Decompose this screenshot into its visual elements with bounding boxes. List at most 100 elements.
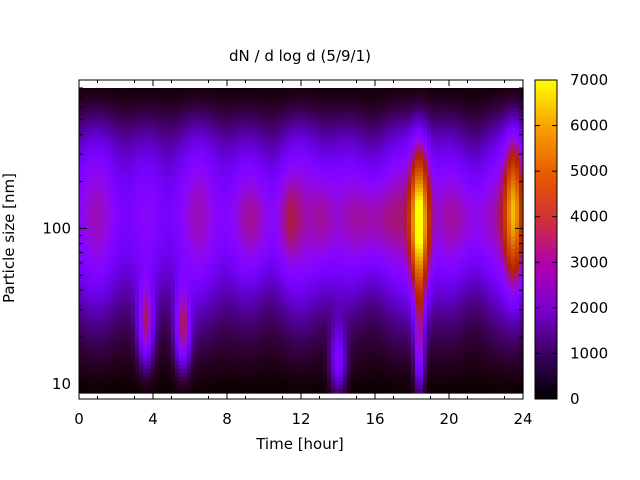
heatmap-cell <box>251 292 256 298</box>
heatmap-cell <box>87 152 92 157</box>
heatmap-cell <box>207 144 212 149</box>
heatmap-cell <box>243 340 248 346</box>
heatmap-cell <box>79 160 84 165</box>
heatmap-cell <box>199 260 204 266</box>
heatmap-cell <box>151 232 156 238</box>
heatmap-cell <box>199 300 204 306</box>
heatmap-cell <box>291 300 296 306</box>
heatmap-cell <box>123 240 128 246</box>
heatmap-cell <box>323 88 328 93</box>
heatmap-cell <box>83 200 88 205</box>
heatmap-cell <box>279 160 284 165</box>
heatmap-cell <box>291 100 296 105</box>
heatmap-cell <box>235 348 240 354</box>
heatmap-cell <box>95 136 100 141</box>
heatmap-cell <box>99 128 104 133</box>
heatmap-cell <box>155 168 160 173</box>
heatmap-cell <box>115 228 120 234</box>
heatmap-cell <box>199 120 204 125</box>
heatmap-cell <box>187 172 192 177</box>
heatmap-cell <box>123 168 128 173</box>
heatmap-cell <box>299 148 304 153</box>
heatmap-cell <box>155 252 160 258</box>
heatmap-cell <box>243 300 248 306</box>
heatmap-cell <box>275 104 280 109</box>
heatmap-cell <box>303 164 308 169</box>
heatmap-cell <box>203 132 208 137</box>
heatmap-cell <box>171 348 176 354</box>
heatmap-cell <box>139 244 144 250</box>
heatmap-cell <box>303 356 308 362</box>
heatmap-cell <box>279 124 284 129</box>
heatmap-cell <box>87 324 92 330</box>
heatmap-cell <box>179 336 184 342</box>
heatmap-cell <box>163 292 168 298</box>
heatmap-cell <box>171 212 176 218</box>
heatmap-cell <box>79 348 84 354</box>
heatmap-cell <box>159 332 164 338</box>
heatmap-cell <box>323 200 328 205</box>
heatmap-cell <box>135 228 140 234</box>
heatmap-cell <box>203 384 208 390</box>
heatmap-cell <box>267 372 272 378</box>
heatmap-cell <box>247 372 252 378</box>
heatmap-cell <box>323 228 328 234</box>
heatmap-cell <box>151 264 156 270</box>
heatmap-cell <box>259 168 264 173</box>
heatmap-cell <box>263 96 268 101</box>
heatmap-cell <box>299 320 304 326</box>
heatmap-cell <box>99 324 104 330</box>
heatmap-cell <box>111 376 116 382</box>
heatmap-cell <box>259 368 264 374</box>
heatmap-cell <box>83 108 88 113</box>
heatmap-cell <box>115 220 120 226</box>
heatmap-cell <box>279 336 284 342</box>
heatmap-cell <box>271 340 276 346</box>
heatmap-cell <box>87 224 92 230</box>
heatmap-cell <box>335 364 340 370</box>
heatmap-cell <box>191 128 196 133</box>
heatmap-cell <box>335 288 340 294</box>
heatmap-cell <box>191 228 196 234</box>
heatmap-cell <box>311 344 316 350</box>
heatmap-cell <box>311 304 316 310</box>
heatmap-cell <box>235 136 240 141</box>
heatmap-cell <box>303 376 308 382</box>
heatmap-cell <box>115 316 120 322</box>
heatmap-cell <box>267 236 272 242</box>
heatmap-cell <box>219 388 224 394</box>
heatmap-cell <box>215 284 220 290</box>
heatmap-cell <box>259 100 264 105</box>
heatmap-cell <box>187 332 192 338</box>
heatmap-cell <box>331 224 336 230</box>
heatmap-cell <box>151 352 156 358</box>
heatmap-cell <box>311 236 316 242</box>
heatmap-cell <box>235 268 240 274</box>
heatmap-cell <box>159 252 164 258</box>
heatmap-cell <box>151 296 156 302</box>
heatmap-cell <box>275 356 280 362</box>
heatmap-cell <box>95 188 100 193</box>
heatmap-cell <box>131 376 136 382</box>
heatmap-cell <box>95 284 100 290</box>
heatmap-cell <box>163 116 168 121</box>
heatmap-cell <box>255 268 260 274</box>
heatmap-cell <box>251 388 256 394</box>
heatmap-cell <box>119 292 124 298</box>
heatmap-cell <box>99 300 104 306</box>
heatmap-cell <box>155 228 160 234</box>
heatmap-cell <box>151 332 156 338</box>
heatmap-cell <box>223 232 228 238</box>
heatmap-cell <box>323 104 328 109</box>
heatmap-cell <box>271 312 276 318</box>
heatmap-cell <box>167 152 172 157</box>
heatmap-cell <box>147 380 152 386</box>
heatmap-cell <box>83 336 88 342</box>
heatmap-cell <box>243 200 248 205</box>
heatmap-cell <box>295 172 300 177</box>
heatmap-cell <box>323 380 328 386</box>
heatmap-cell <box>291 176 296 181</box>
heatmap-cell <box>183 188 188 193</box>
heatmap-cell <box>183 144 188 149</box>
heatmap-cell <box>139 132 144 137</box>
